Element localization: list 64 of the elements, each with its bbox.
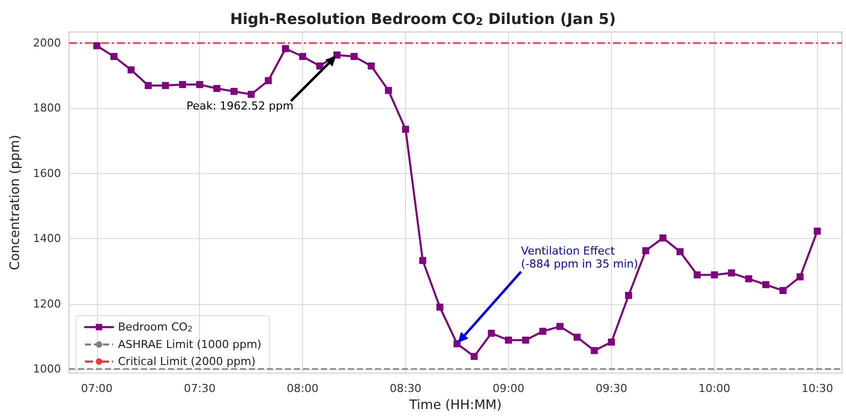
chart-title: High-Resolution Bedroom CO2 Dilution (Jan 5) <box>230 10 616 28</box>
point <box>728 269 736 276</box>
y-tick-label: 1000 <box>33 362 61 376</box>
point <box>333 52 340 59</box>
point <box>316 62 324 70</box>
point <box>144 82 152 90</box>
point <box>282 45 289 52</box>
point <box>454 340 461 348</box>
x-tick-label: 07:30 <box>184 382 216 396</box>
x-tick-label: 09:30 <box>596 382 628 396</box>
point <box>384 86 392 94</box>
y-tick-label: 1200 <box>33 297 61 310</box>
point <box>402 126 410 133</box>
point <box>779 287 786 294</box>
x-tick-label: 08:30 <box>390 382 422 396</box>
point <box>230 88 238 95</box>
point <box>659 234 666 242</box>
y-tick-label: 1600 <box>33 166 61 180</box>
y-tick-label: 2000 <box>33 36 61 50</box>
point <box>196 81 204 88</box>
x-tick-label: 09:00 <box>492 382 524 396</box>
point <box>128 66 135 74</box>
point <box>368 62 375 70</box>
point <box>796 273 804 280</box>
legend-label: ASHRAE Limit (1000 ppm) <box>118 338 262 351</box>
annotation: Peak: 1962.52 ppm <box>186 100 294 113</box>
point <box>625 292 632 299</box>
point <box>248 90 255 98</box>
point <box>419 256 426 264</box>
legend-label: Critical Limit (2000 ppm) <box>118 355 256 368</box>
point <box>745 275 752 282</box>
point <box>110 52 118 60</box>
x-tick-label: 10:00 <box>698 382 730 396</box>
point <box>590 347 598 354</box>
point <box>162 82 169 90</box>
x-tick-label: 10:30 <box>801 382 834 396</box>
point <box>814 228 821 235</box>
point <box>505 336 512 344</box>
point <box>264 77 272 84</box>
point <box>762 281 770 288</box>
point <box>436 304 444 311</box>
point <box>556 322 564 330</box>
point <box>608 338 615 346</box>
point <box>522 336 530 344</box>
x-tick-label: 07:00 <box>80 382 113 396</box>
point <box>470 352 478 360</box>
y-tick-label: 1800 <box>33 102 61 115</box>
point <box>539 328 546 335</box>
point <box>179 81 186 88</box>
point <box>642 247 650 254</box>
x-axis-title: Time (HH:MM) <box>408 398 502 413</box>
point <box>350 52 358 60</box>
y-axis-title: Concentration (ppm) <box>8 134 24 270</box>
point <box>676 248 684 256</box>
x-tick-label: 08:00 <box>286 382 318 396</box>
y-tick-label: 1400 <box>33 232 61 246</box>
point <box>213 84 220 92</box>
point <box>694 271 701 278</box>
point <box>710 271 718 278</box>
point <box>488 330 495 337</box>
point <box>299 52 306 60</box>
point <box>93 42 100 50</box>
point <box>574 334 581 341</box>
annotation: Ventilation Effect (-884 ppm in 35 min) <box>521 244 638 271</box>
